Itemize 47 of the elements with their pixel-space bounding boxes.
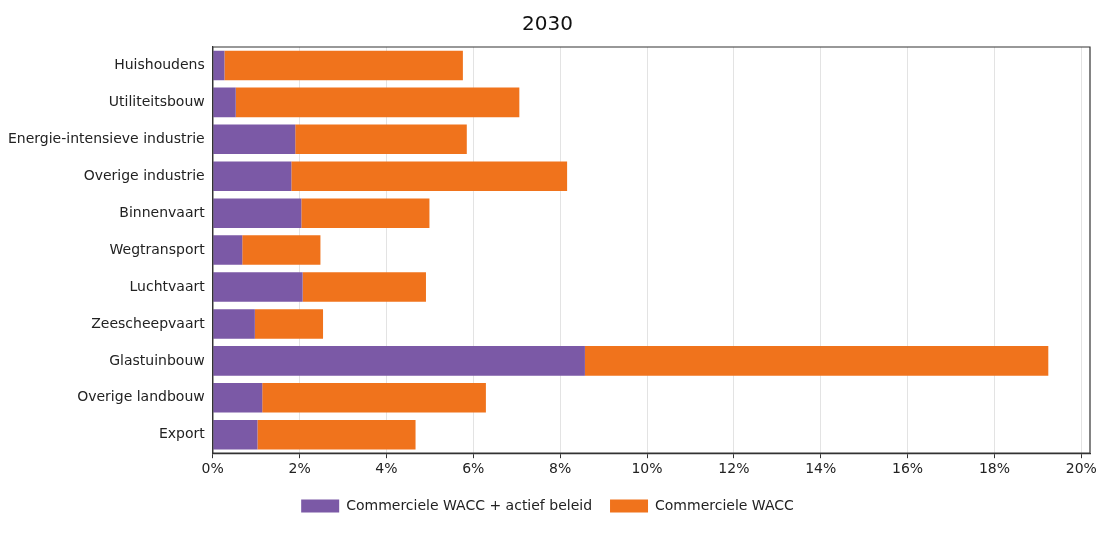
x-tick-label: 10% [631, 460, 663, 477]
bar [213, 346, 585, 376]
bar [213, 50, 225, 81]
y-tick-label: Utiliteitsbouw [108, 93, 205, 110]
y-tick-label: Zeescheepvaart [91, 314, 206, 331]
chart-title: 2030 [522, 11, 573, 36]
y-tick-label: Huishoudens [114, 56, 205, 73]
y-tick-label: Binnenvaart [119, 203, 206, 220]
x-tick-label: 14% [805, 460, 837, 477]
y-tick-label: Glastuinbouw [109, 351, 205, 368]
bar [254, 309, 324, 339]
bar [213, 309, 255, 339]
x-tick-label: 16% [892, 460, 924, 477]
y-tick-label: Overige landbouw [77, 388, 205, 405]
x-tick-label: 8% [549, 460, 572, 477]
bar [213, 383, 263, 413]
bar [213, 198, 302, 228]
y-tick-label: Overige industrie [83, 166, 205, 183]
x-tick-label: 2% [288, 460, 311, 477]
bar [584, 346, 1049, 376]
x-tick-label: 20% [1065, 460, 1097, 477]
legend-label: Commerciele WACC [655, 496, 795, 513]
bar [213, 419, 258, 450]
bar [235, 87, 520, 118]
y-tick-label: Energie-intensieve industrie [8, 129, 205, 146]
bar [224, 50, 463, 81]
y-tick-label: Wegtransport [109, 240, 206, 257]
bar [302, 272, 426, 302]
bar [291, 161, 568, 192]
bar [301, 198, 430, 228]
x-tick-label: 4% [375, 460, 398, 477]
x-tick-label: 18% [978, 460, 1011, 477]
bar [213, 235, 243, 265]
x-tick-label: 6% [462, 460, 485, 477]
y-tick-label: Luchtvaart [129, 277, 206, 294]
bar [242, 235, 321, 265]
x-tick-label: 0% [201, 460, 224, 477]
bar [213, 124, 296, 155]
bar [257, 419, 416, 450]
bar [213, 161, 292, 192]
bar [213, 87, 236, 118]
bar [262, 383, 486, 413]
bar [213, 272, 303, 302]
y-tick-label: Export [158, 425, 206, 442]
x-tick-label: 12% [718, 460, 750, 477]
bar [295, 124, 467, 155]
legend-label: Commerciele WACC + actief beleid [346, 496, 593, 513]
